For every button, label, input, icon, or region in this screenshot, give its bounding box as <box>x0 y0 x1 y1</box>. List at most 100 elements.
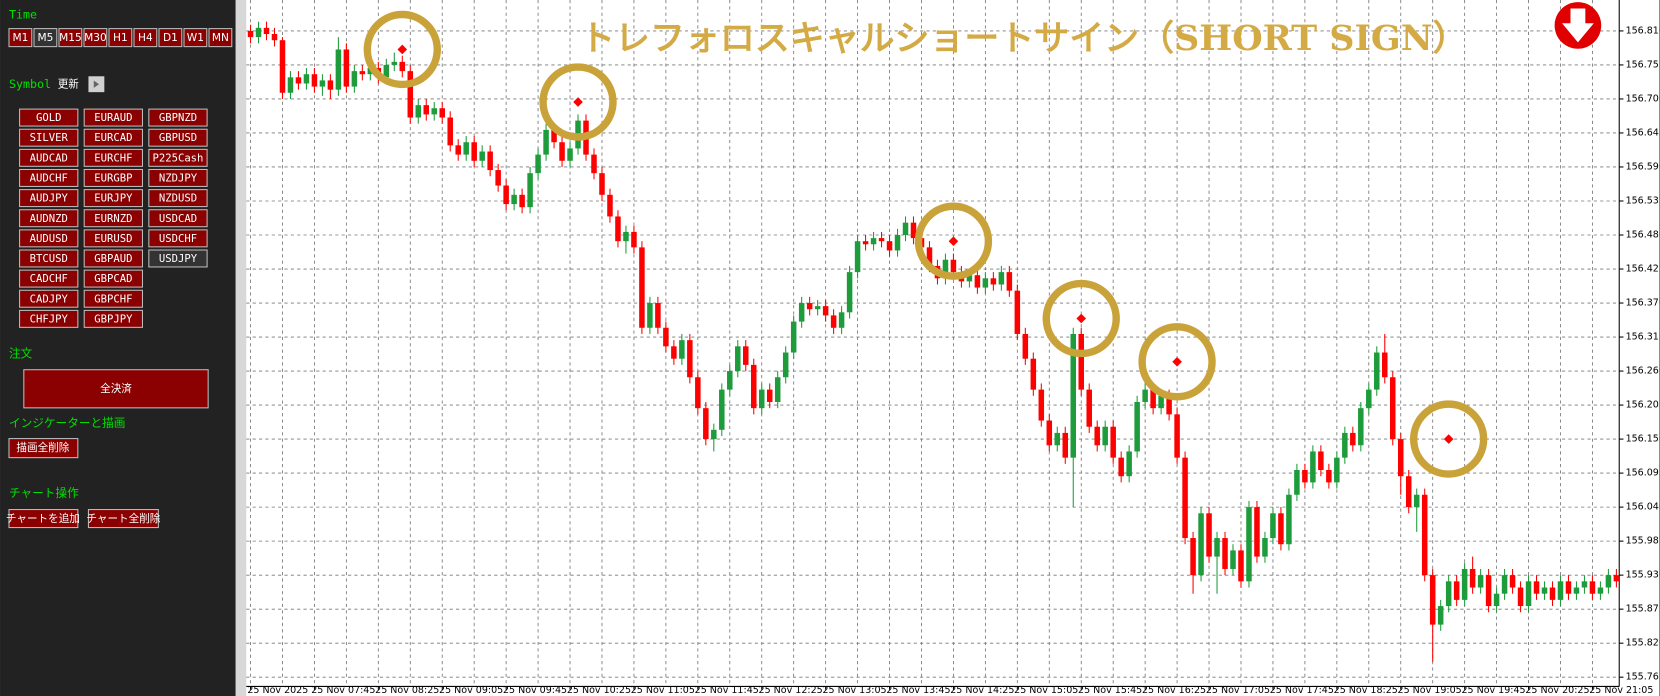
signal-ring <box>1410 400 1488 478</box>
timeframe-button[interactable]: D1 <box>158 28 183 48</box>
symbol-button[interactable]: USDCHF <box>148 229 208 248</box>
candle-body <box>551 129 557 143</box>
symbol-button[interactable]: USDJPY <box>148 249 208 268</box>
symbol-button[interactable]: AUDCAD <box>19 148 79 167</box>
symbol-button[interactable]: GBPNZD <box>148 108 208 127</box>
symbol-button[interactable]: GBPCAD <box>83 269 144 288</box>
candle-body <box>527 173 533 208</box>
symbol-button[interactable]: P225Cash <box>148 148 208 167</box>
symbol-button[interactable]: GBPCHF <box>83 289 144 308</box>
timeframe-button[interactable]: M5 <box>33 28 58 48</box>
symbol-button[interactable]: EURCAD <box>83 128 144 147</box>
close-all-button[interactable]: 全決済 <box>23 369 209 409</box>
symbol-button[interactable]: GOLD <box>19 108 79 127</box>
chart-title: トレフォロスキャルショートサイン（SHORT SIGN） <box>580 18 1467 59</box>
symbol-button[interactable]: CADCHF <box>19 269 79 288</box>
candle-body <box>1382 352 1388 378</box>
candle-body <box>431 108 437 115</box>
candle-body <box>910 222 917 239</box>
symbol-button[interactable]: GBPJPY <box>83 309 144 328</box>
y-tick-label: 156.150 <box>1626 434 1660 445</box>
indicator-label: インジケーターと描画 <box>9 416 125 430</box>
candle-body <box>303 74 310 84</box>
delete-charts-button[interactable]: チャート全削除 <box>86 509 161 529</box>
symbol-button[interactable]: EURUSD <box>83 229 144 248</box>
candle-body <box>1286 494 1292 545</box>
symbol-button-text: EURCAD <box>94 132 132 144</box>
symbol-button-text: AUDNZD <box>30 213 68 225</box>
candle-body <box>391 61 398 65</box>
candle-body <box>687 340 693 378</box>
symbol-button-bg <box>19 229 79 248</box>
candle-body <box>1158 395 1164 409</box>
refresh-button[interactable] <box>88 76 105 93</box>
candle-body <box>255 27 262 38</box>
symbol-button[interactable]: NZDUSD <box>148 189 208 208</box>
timeframe-button[interactable]: MN <box>208 28 233 48</box>
x-tick-label: 25 Nov 13:05 <box>822 685 886 696</box>
delete-charts-text: チャート全削除 <box>86 512 160 525</box>
candle-body <box>1581 581 1588 588</box>
symbol-button-text: USDCAD <box>159 213 197 225</box>
symbol-button[interactable]: EURCHF <box>83 148 144 167</box>
symbol-button[interactable]: AUDUSD <box>19 229 79 248</box>
candle-body <box>447 117 453 146</box>
symbol-button[interactable]: SILVER <box>19 128 79 147</box>
candle-body <box>1525 581 1532 607</box>
candle-body <box>727 371 733 390</box>
symbol-button[interactable]: CADJPY <box>19 289 79 308</box>
symbol-button-text: EURGBP <box>94 173 132 185</box>
x-tick-label: 25 Nov 17:05 <box>1206 685 1270 696</box>
candle-body <box>663 327 669 347</box>
candle-body <box>599 173 605 195</box>
symbol-button[interactable]: AUDCHF <box>19 168 79 187</box>
symbol-button-bg <box>148 108 208 127</box>
symbol-button[interactable]: EURNZD <box>83 209 144 228</box>
x-tick-label: 25 Nov 19:05 <box>1398 685 1462 696</box>
symbol-button[interactable]: EURAUD <box>83 108 144 127</box>
signal-ring <box>539 63 617 141</box>
symbol-button[interactable]: GBPAUD <box>83 249 144 268</box>
timeframe-button[interactable]: M1 <box>8 28 33 48</box>
candle-body <box>1366 389 1372 409</box>
candle-body <box>790 321 797 353</box>
symbol-button[interactable]: AUDNZD <box>19 209 79 228</box>
symbol-button[interactable]: GBPUSD <box>148 128 208 147</box>
symbol-button[interactable]: NZDJPY <box>148 168 208 187</box>
timeframe-button[interactable]: W1 <box>183 28 208 48</box>
symbol-button-bg <box>83 128 144 147</box>
symbol-button-bg <box>83 229 144 248</box>
timeframe-button[interactable]: M15 <box>58 28 83 48</box>
candle-body <box>974 275 981 288</box>
symbol-button[interactable]: CHFJPY <box>19 309 79 328</box>
candle-body <box>870 238 877 245</box>
candle-body <box>1270 513 1276 539</box>
candle-body <box>1278 513 1284 545</box>
candle-body <box>351 71 358 87</box>
symbol-button[interactable]: BTCUSD <box>19 249 79 268</box>
candle-body <box>1461 568 1468 600</box>
candle-body <box>822 306 829 316</box>
timeframe-button[interactable]: H1 <box>108 28 133 48</box>
symbol-button[interactable]: AUDJPY <box>19 189 79 208</box>
candle-body <box>503 185 509 205</box>
x-tick-label: 25 Nov 08:25 <box>375 685 439 696</box>
timeframe-button[interactable]: H4 <box>133 28 158 48</box>
symbol-button-bg <box>83 269 144 288</box>
candle-body <box>1493 593 1500 607</box>
delete-drawings-button[interactable]: 描画全削除 <box>8 438 79 459</box>
candle-body <box>695 377 701 409</box>
sidebar <box>0 0 236 696</box>
candle-body <box>615 216 621 242</box>
symbol-button[interactable]: EURJPY <box>83 189 144 208</box>
add-chart-button[interactable]: チャートを追加 <box>6 509 80 529</box>
symbol-button-bg <box>148 249 208 268</box>
timeframe-button-text: M5 <box>37 32 53 44</box>
symbol-button-text: CADJPY <box>30 293 69 305</box>
timeframe-button[interactable]: M30 <box>83 28 108 48</box>
symbol-button[interactable]: EURGBP <box>83 168 144 187</box>
candle-body <box>1238 550 1244 582</box>
symbol-button[interactable]: USDCAD <box>148 209 208 228</box>
candle-body <box>750 364 757 409</box>
x-tick-label: 25 Nov 17:45 <box>1270 685 1334 696</box>
